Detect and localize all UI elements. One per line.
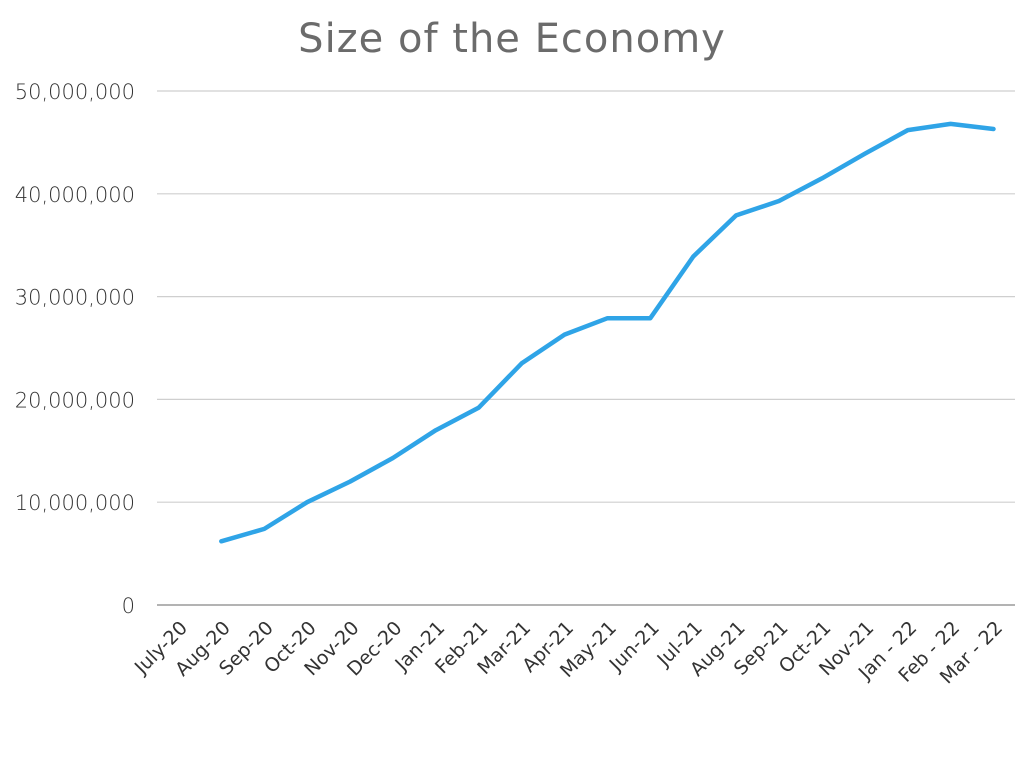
series-line <box>219 121 996 544</box>
y-tick-label: 40,000,000 <box>15 183 135 207</box>
y-tick-label: 50,000,000 <box>15 80 135 104</box>
y-tick-label: 0 <box>122 594 135 618</box>
y-tick-label: 30,000,000 <box>15 286 135 310</box>
y-axis-tick-labels: 0 10,000,000 20,000,000 30,000,000 40,000,00… <box>15 80 135 618</box>
series-layer <box>219 121 996 544</box>
chart-title: Size of the Economy <box>298 16 726 62</box>
grid-lines <box>157 90 1015 606</box>
x-axis-tick-labels: July-20Aug-20Sep-20Oct-20Nov-20Dec-20Jan… <box>130 617 1007 688</box>
y-tick-label: 10,000,000 <box>15 491 135 515</box>
y-tick-label: 20,000,000 <box>15 388 135 412</box>
